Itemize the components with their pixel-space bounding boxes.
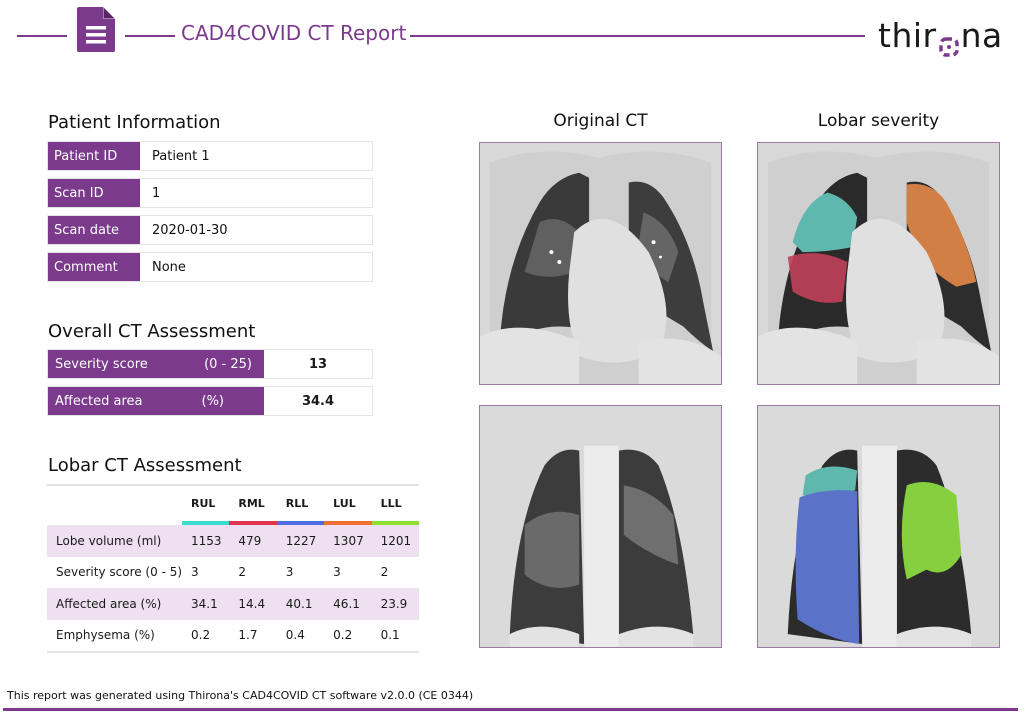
color-bar-rul bbox=[182, 521, 230, 525]
color-bar-lll bbox=[371, 521, 419, 525]
column-header-rll: RLL bbox=[285, 497, 309, 510]
comment-value: None bbox=[140, 253, 372, 281]
scan-id-row: Scan ID 1 bbox=[47, 178, 373, 208]
severity-score-label-text: Severity score bbox=[55, 356, 148, 372]
comment-label: Comment bbox=[48, 253, 140, 281]
table-cell: 1.7 bbox=[238, 628, 258, 643]
table-cell: 14.4 bbox=[238, 596, 266, 611]
severity-score-unit: (0 - 25) bbox=[204, 356, 252, 372]
table-cell: 3 bbox=[191, 565, 199, 580]
table-row: Severity score (0 - 5) 3 2 3 3 2 bbox=[47, 557, 419, 589]
logo-text-right: na bbox=[960, 16, 1003, 55]
footer-disclaimer: This report was generated using Thirona'… bbox=[7, 689, 474, 702]
table-cell: 2 bbox=[238, 565, 247, 580]
affected-area-label-text: Affected area bbox=[55, 393, 143, 409]
lobar-severity-image-bottom bbox=[757, 405, 1000, 648]
table-row: Emphysema (%) 0.2 1.7 0.4 0.2 0.1 bbox=[47, 620, 419, 652]
table-cell: 0.2 bbox=[333, 628, 353, 643]
table-cell: 1227 bbox=[285, 533, 317, 548]
table-cell: 1201 bbox=[380, 533, 412, 548]
severity-score-label: Severity score (0 - 25) bbox=[48, 350, 264, 378]
severity-score-value: 13 bbox=[264, 350, 372, 378]
affected-area-value: 34.4 bbox=[264, 387, 372, 415]
lobar-severity-title: Lobar severity bbox=[817, 111, 940, 131]
table-cell: 34.1 bbox=[191, 596, 218, 611]
table-cell: 1153 bbox=[191, 533, 222, 548]
affected-area-unit: (%) bbox=[201, 393, 225, 409]
severity-score-row: Severity score (0 - 25) 13 bbox=[47, 349, 373, 379]
overall-assessment-title: Overall CT Assessment bbox=[48, 321, 256, 342]
header-rule-mid bbox=[125, 35, 175, 37]
column-header-rml: RML bbox=[238, 497, 265, 510]
scan-id-label: Scan ID bbox=[48, 179, 140, 207]
patient-id-label: Patient ID bbox=[48, 142, 140, 170]
thirona-logo: thir na bbox=[878, 16, 1003, 57]
affected-area-label: Affected area (%) bbox=[48, 387, 264, 415]
table-cell: 479 bbox=[238, 533, 262, 548]
table-cell: 0.1 bbox=[380, 628, 400, 643]
color-bar-rll bbox=[276, 521, 325, 525]
table-cell: 0.2 bbox=[191, 628, 211, 643]
table-cell: 23.9 bbox=[380, 596, 408, 611]
lobar-table: RUL RML RLL LUL LLL Lobe volume (ml) 115… bbox=[47, 484, 419, 653]
table-cell: 40.1 bbox=[285, 596, 313, 611]
column-header-lul: LUL bbox=[333, 497, 356, 510]
comment-row: Comment None bbox=[47, 252, 373, 282]
header-rule-right bbox=[410, 35, 865, 37]
table-cell: 3 bbox=[333, 565, 341, 580]
color-bar-lul bbox=[324, 521, 372, 525]
scan-date-value: 2020-01-30 bbox=[140, 216, 372, 244]
lobar-table-bottom-rule bbox=[47, 651, 419, 653]
header-rule-left bbox=[17, 35, 67, 37]
scan-date-row: Scan date 2020-01-30 bbox=[47, 215, 373, 245]
table-row: Affected area (%) 34.1 14.4 40.1 46.1 23… bbox=[47, 588, 419, 620]
affected-area-row: Affected area (%) 34.4 bbox=[47, 386, 373, 416]
patient-information-title: Patient Information bbox=[48, 112, 221, 133]
row-label: Affected area (%) bbox=[56, 596, 162, 611]
row-label: Emphysema (%) bbox=[56, 628, 155, 643]
column-header-rul: RUL bbox=[191, 497, 216, 510]
lobe-color-legend bbox=[182, 521, 419, 525]
lobar-assessment-title: Lobar CT Assessment bbox=[48, 455, 242, 476]
table-cell: 46.1 bbox=[333, 596, 360, 611]
report-title: CAD4COVID CT Report bbox=[181, 21, 407, 45]
original-ct-title: Original CT bbox=[553, 111, 648, 131]
document-icon bbox=[77, 7, 115, 52]
lobar-table-header: RUL RML RLL LUL LLL bbox=[47, 486, 419, 521]
patient-id-row: Patient ID Patient 1 bbox=[47, 141, 373, 171]
row-label: Severity score (0 - 5) bbox=[56, 565, 183, 580]
table-row: Lobe volume (ml) 1153 479 1227 1307 1201 bbox=[47, 525, 419, 557]
table-cell: 2 bbox=[380, 565, 389, 580]
color-bar-rml bbox=[229, 521, 277, 525]
logo-o-mark-icon bbox=[938, 27, 960, 57]
footer-rule bbox=[3, 708, 1018, 711]
original-ct-image-top bbox=[479, 142, 722, 385]
table-cell: 1307 bbox=[333, 533, 364, 548]
scan-id-value: 1 bbox=[140, 179, 372, 207]
patient-id-value: Patient 1 bbox=[140, 142, 372, 170]
table-cell: 3 bbox=[285, 565, 294, 580]
lobar-severity-image-top bbox=[757, 142, 1000, 385]
column-header-lll: LLL bbox=[380, 497, 402, 510]
scan-date-label: Scan date bbox=[48, 216, 140, 244]
logo-text-left: thir bbox=[878, 16, 937, 55]
table-cell: 0.4 bbox=[285, 628, 305, 643]
row-label: Lobe volume (ml) bbox=[56, 533, 162, 548]
lobar-table-top-rule bbox=[47, 484, 419, 486]
original-ct-image-bottom bbox=[479, 405, 722, 648]
